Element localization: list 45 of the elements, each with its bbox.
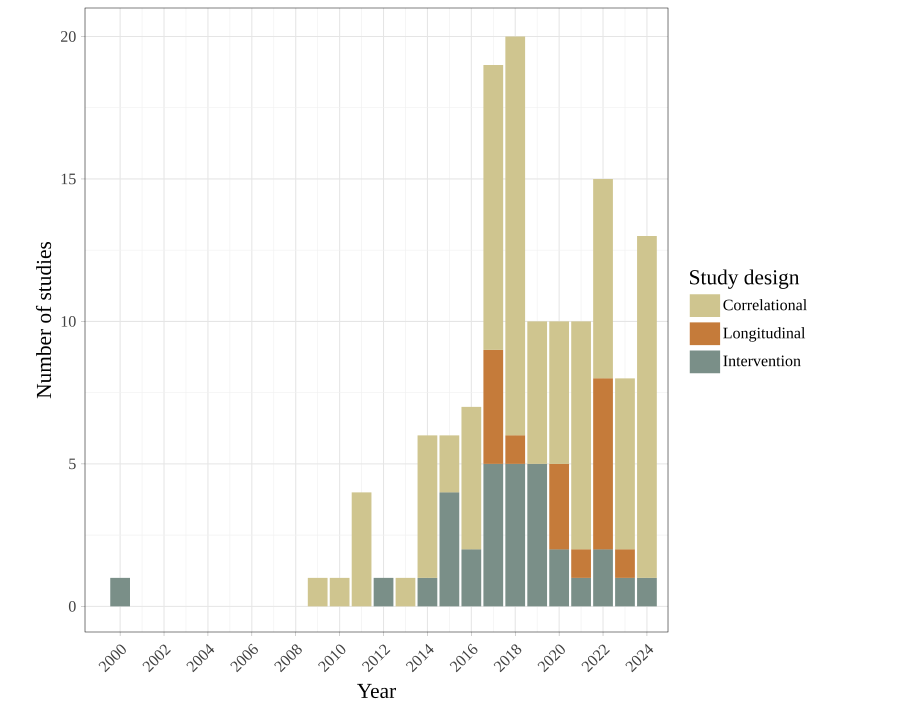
bar	[396, 578, 416, 606]
y-tick-label: 15	[62, 174, 76, 184]
bar	[505, 435, 526, 464]
bar	[440, 435, 460, 492]
bar	[418, 435, 438, 578]
y-tick-label: 5	[69, 458, 76, 470]
bar	[418, 578, 438, 606]
bar	[593, 378, 613, 550]
bar	[615, 578, 635, 606]
bar	[374, 578, 394, 606]
bar	[461, 549, 482, 606]
bar	[549, 549, 570, 606]
x-axis-title: Year	[357, 684, 396, 698]
legend-title: Study design	[690, 269, 800, 289]
bar	[593, 549, 613, 606]
y-tick-label: 0	[68, 600, 76, 612]
bar	[549, 464, 570, 550]
bar	[110, 578, 130, 606]
bar	[440, 492, 460, 606]
bar	[549, 321, 570, 464]
bar	[527, 464, 548, 606]
legend-label: Intervention	[723, 356, 801, 366]
bar	[615, 378, 635, 550]
y-tick-label: 10	[62, 316, 76, 327]
bar	[571, 321, 591, 550]
legend-label: Correlational	[723, 299, 807, 310]
bar	[505, 464, 526, 606]
y-axis-title: Number of studies	[36, 242, 52, 398]
bar	[593, 178, 613, 378]
bar	[615, 549, 635, 578]
y-tick-label: 20	[61, 31, 76, 42]
bar	[483, 464, 504, 606]
legend-label: Longitudinal	[723, 327, 806, 342]
bar	[308, 578, 328, 606]
bar	[571, 578, 591, 606]
bar	[505, 36, 526, 436]
bar	[637, 578, 657, 606]
bar	[330, 578, 350, 606]
bar	[483, 350, 504, 464]
bar	[483, 64, 504, 350]
bar	[571, 549, 591, 578]
bar	[461, 406, 482, 550]
bar	[637, 236, 657, 578]
bar	[527, 321, 548, 464]
bar	[352, 492, 372, 606]
